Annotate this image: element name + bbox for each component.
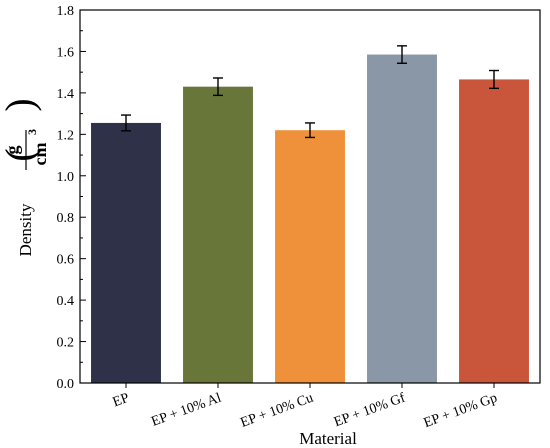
y-tick-label: 0.6 — [57, 253, 75, 268]
y-tick-label: 1.4 — [57, 87, 75, 102]
y-tick-label: 0.8 — [57, 211, 75, 226]
y-tick-label: 0.4 — [57, 294, 75, 309]
y-tick-label: 1.6 — [57, 45, 75, 60]
y-unit-denominator: cm — [30, 143, 50, 166]
x-tick-label: EP — [111, 391, 132, 411]
y-unit-numerator: g — [2, 146, 22, 155]
y-unit-close-paren: ) — [0, 98, 42, 111]
x-tick-label: EP + 10% Al — [150, 391, 224, 430]
y-axis-label: Density — [16, 203, 35, 256]
bar-1 — [183, 86, 253, 383]
y-unit-exponent: 3 — [25, 129, 39, 135]
y-unit-open-paren: ( — [0, 148, 42, 161]
y-axis-ticks: 0.0 0.2 0.4 0.6 0.8 1.0 1.2 1.4 1.6 1.8 — [57, 4, 86, 392]
bars — [91, 54, 529, 384]
bar-3 — [367, 54, 437, 384]
plot-frame — [79, 9, 541, 384]
bar-2 — [275, 130, 345, 383]
y-tick-label: 1.0 — [57, 170, 75, 185]
x-tick-label: EP + 10% Gf — [332, 391, 408, 431]
y-tick-label: 1.2 — [57, 128, 75, 143]
bar-0 — [91, 122, 161, 384]
error-bars — [121, 45, 499, 139]
x-tick-label: EP + 10% Cu — [239, 391, 316, 431]
x-axis-ticks: EP EP + 10% Al EP + 10% Cu EP + 10% Gf EP + … — [111, 383, 499, 431]
x-tick-label: EP + 10% Gp — [422, 391, 499, 431]
y-tick-label: 1.8 — [57, 4, 75, 19]
y-tick-label: 0.0 — [57, 377, 75, 392]
bar-4 — [459, 79, 529, 384]
x-axis-label: Material — [299, 429, 357, 448]
y-tick-label: 0.2 — [57, 336, 75, 351]
y-axis-label-group: Density ( g cm 3 ) — [0, 98, 50, 256]
